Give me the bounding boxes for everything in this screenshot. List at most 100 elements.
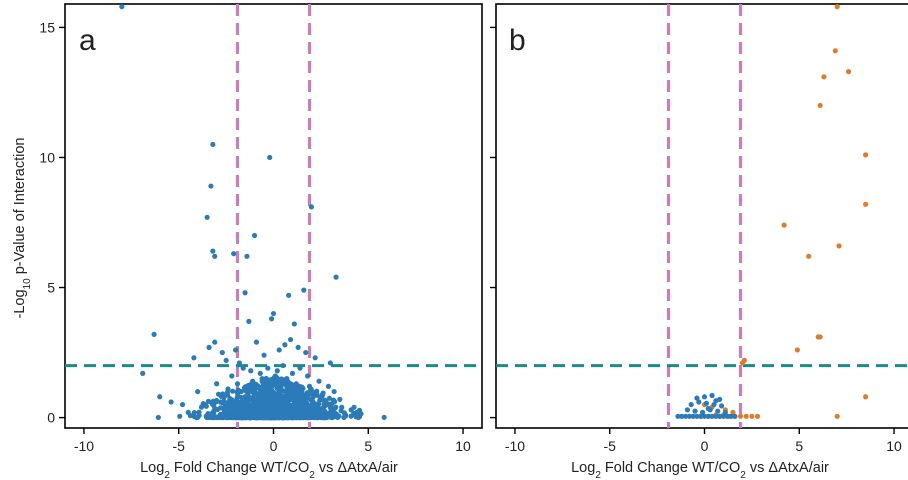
- panel-a-dense-point: [267, 387, 273, 393]
- panel-b-x-tick-label: -10: [505, 438, 525, 454]
- panel-b-points: [675, 4, 869, 419]
- panel-b-xlabel-sub-1: 2: [595, 470, 601, 480]
- panel-a-dense-point: [268, 378, 274, 384]
- panel-a-dense-point: [292, 394, 299, 400]
- panel-b-axes: -10 -5 0 5 10: [490, 26, 902, 454]
- panel-a-dense-point: [283, 389, 289, 395]
- panel-b-series-2-point: [690, 413, 696, 419]
- panel-b-series-2-point: [709, 413, 715, 419]
- panel-a-dense-point: [187, 413, 193, 419]
- panel-a-xlabel-sub-1: 2: [164, 470, 170, 480]
- panel-a-dense-point: [381, 414, 387, 420]
- panel-b-series-2-point: [694, 413, 700, 419]
- panel-a-dense-point: [260, 380, 266, 386]
- panel-a-series-1-point: [204, 214, 210, 220]
- panel-a-dense-point: [315, 409, 321, 415]
- panel-b-series-1-point: [739, 360, 746, 366]
- panel-b-series-1-point: [815, 334, 821, 340]
- panel-a-series-1-point: [140, 370, 146, 376]
- panel-a-dense-point: [326, 395, 332, 401]
- panel-a-series-1-point: [151, 331, 157, 337]
- panel-b-series-2-point: [686, 413, 692, 419]
- panel-b-series-2-point: [701, 394, 708, 400]
- panel-b-series-1-point: [832, 48, 838, 54]
- panel-a-dense-point: [321, 402, 327, 408]
- panel-b-series-1-point: [834, 4, 840, 10]
- panel-a-dense-point: [286, 380, 292, 387]
- panel-b-x-axis-title: Log2 Fold Change WT/CO2 vs ΔAtxA/air: [571, 460, 829, 480]
- panel-a-xlabel-sub-2: 2: [309, 470, 315, 480]
- panel-a-axes: -10 -5 0 5 10 0 5 10 15: [39, 19, 471, 454]
- panel-a-dense-point: [244, 394, 250, 400]
- panel-a-dense-point: [235, 387, 241, 393]
- panel-a-dense-point: [227, 402, 233, 408]
- panel-a-y-tick-label: 15: [39, 19, 55, 35]
- panel-a-series-1-point: [244, 253, 250, 259]
- panel-b-series-2-point: [732, 413, 738, 419]
- panel-a-series-1-point: [195, 388, 201, 395]
- panel-a-dense-point: [333, 404, 339, 410]
- panel-a-cutoff-lines: [65, 4, 482, 428]
- panel-a-dense-point: [244, 412, 250, 418]
- panel-a-series-1-point: [295, 344, 301, 350]
- panel-b-series-2-point: [682, 413, 689, 419]
- panel-b-series-2-point: [713, 413, 719, 419]
- panel-a-xlabel-part-3: vs ΔAtxA/air: [315, 460, 398, 476]
- panel-b-xlabel-part-3: vs ΔAtxA/air: [746, 460, 829, 476]
- panel-a-series-1-point: [325, 383, 332, 389]
- panel-a-dense-point: [309, 397, 315, 404]
- panel-b-series-1-point: [845, 69, 852, 75]
- panel-a-dense-point: [341, 414, 347, 421]
- panel-a-y-tick-label: 0: [47, 410, 55, 426]
- panel-a-dense-point: [282, 412, 288, 418]
- panel-a-points: [119, 4, 387, 421]
- panel-a-series-1-point: [210, 141, 216, 148]
- panel-a-x-tick-label: -5: [173, 438, 186, 454]
- panel-a-dense-point: [296, 383, 302, 389]
- panel-b-series-1-point: [743, 413, 749, 419]
- panel-a-dense-point: [325, 401, 331, 407]
- panel-a-dense-point: [309, 409, 316, 415]
- panel-a-series-1-point: [236, 360, 242, 366]
- panel-a-series-1-point: [274, 368, 280, 374]
- panel-a-dense-point: [220, 391, 226, 397]
- panel-a-dense-point: [272, 413, 278, 419]
- panel-b-series-1-point: [781, 222, 787, 228]
- panel-b-series-2-point: [718, 403, 725, 409]
- panel-a-series-1-point: [282, 342, 288, 348]
- panel-b-series-2-point: [711, 401, 717, 408]
- panel-a-series-1-point: [191, 355, 197, 361]
- panel-a-dense-point: [232, 400, 238, 406]
- panel-a-dense-point: [256, 391, 262, 397]
- panel-a-series-1-point: [210, 248, 216, 254]
- panel-a-series-1-point: [219, 349, 225, 356]
- panel-b-series-2-point: [700, 409, 706, 415]
- panel-a-dense-point: [278, 376, 285, 382]
- panel-a-dense-point: [221, 408, 227, 414]
- panel-a-series-1-point: [301, 287, 307, 293]
- panel-a-x-tick-label: -10: [74, 438, 94, 454]
- panel-b-series-2-point: [701, 413, 708, 419]
- panel-a-series-1-point: [291, 321, 297, 327]
- panel-a-series-1-point: [206, 344, 212, 350]
- panel-a-dense-point: [297, 395, 303, 401]
- panel-a-series-1-point: [303, 349, 309, 356]
- panel-a-letter: a: [79, 24, 96, 57]
- panel-a-dense-point: [230, 388, 236, 394]
- panel-a-dense-point: [285, 393, 291, 399]
- panel-a-dense-point: [295, 414, 301, 420]
- panel-a-dense-point: [331, 410, 337, 416]
- panel-a-dense-point: [272, 390, 278, 396]
- panel-a-series-1-point: [312, 355, 318, 361]
- panel-a-dense-point: [328, 406, 334, 412]
- panel-a-dense-point: [213, 397, 220, 404]
- panel-a-series-1-point: [223, 357, 229, 363]
- panel-a-x-tick-label: 10: [455, 438, 471, 454]
- panel-a-series-1-point: [212, 339, 218, 345]
- panel-a-y-tick-label: 5: [47, 280, 55, 296]
- panel-a-dense-point: [282, 398, 289, 404]
- panel-b-series-2-point: [688, 401, 694, 408]
- panel-a-dense-point: [356, 407, 363, 413]
- panel-b-xlabel-sub-2: 2: [740, 470, 746, 480]
- panel-b-series-1-point: [754, 413, 761, 419]
